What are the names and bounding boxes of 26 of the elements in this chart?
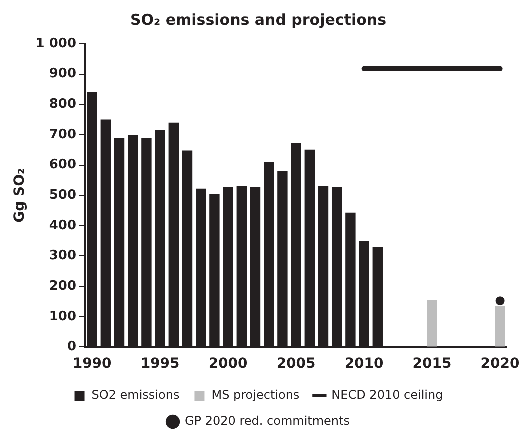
y-tick-label: 200 [49, 278, 77, 294]
legend-label: SO2 emissions [92, 388, 180, 402]
y-axis-title: Gg SO₂ [12, 168, 28, 223]
y-tick-label: 100 [49, 309, 77, 324]
x-tick-label: 2005 [276, 356, 316, 372]
chart-title: SO₂ emissions and projections [130, 10, 387, 29]
x-tick-label: 2020 [480, 356, 520, 372]
y-tick-label: 700 [49, 127, 77, 142]
y-tick-label: 500 [49, 188, 77, 203]
y-tick-label: 600 [49, 158, 77, 173]
x-tick-label: 2015 [412, 356, 452, 372]
x-tick-label: 1990 [72, 356, 112, 372]
legend-label: NECD 2010 ceiling [332, 388, 444, 402]
bar [495, 306, 506, 347]
y-tick-label: 800 [49, 97, 77, 112]
legend-label: GP 2020 red. commitments [185, 414, 350, 428]
bar [427, 300, 438, 347]
y-tick-label: 300 [49, 248, 77, 264]
y-tick-label: 1 000 [36, 36, 77, 52]
x-tick-label: 1995 [140, 356, 180, 372]
x-tick-label: 2010 [344, 356, 384, 372]
y-tick-label: 0 [67, 340, 77, 355]
y-tick-label: 900 [49, 66, 77, 82]
legend-label: MS projections [212, 388, 300, 402]
x-tick-label: 2000 [208, 356, 248, 372]
y-tick-label: 400 [49, 218, 77, 234]
